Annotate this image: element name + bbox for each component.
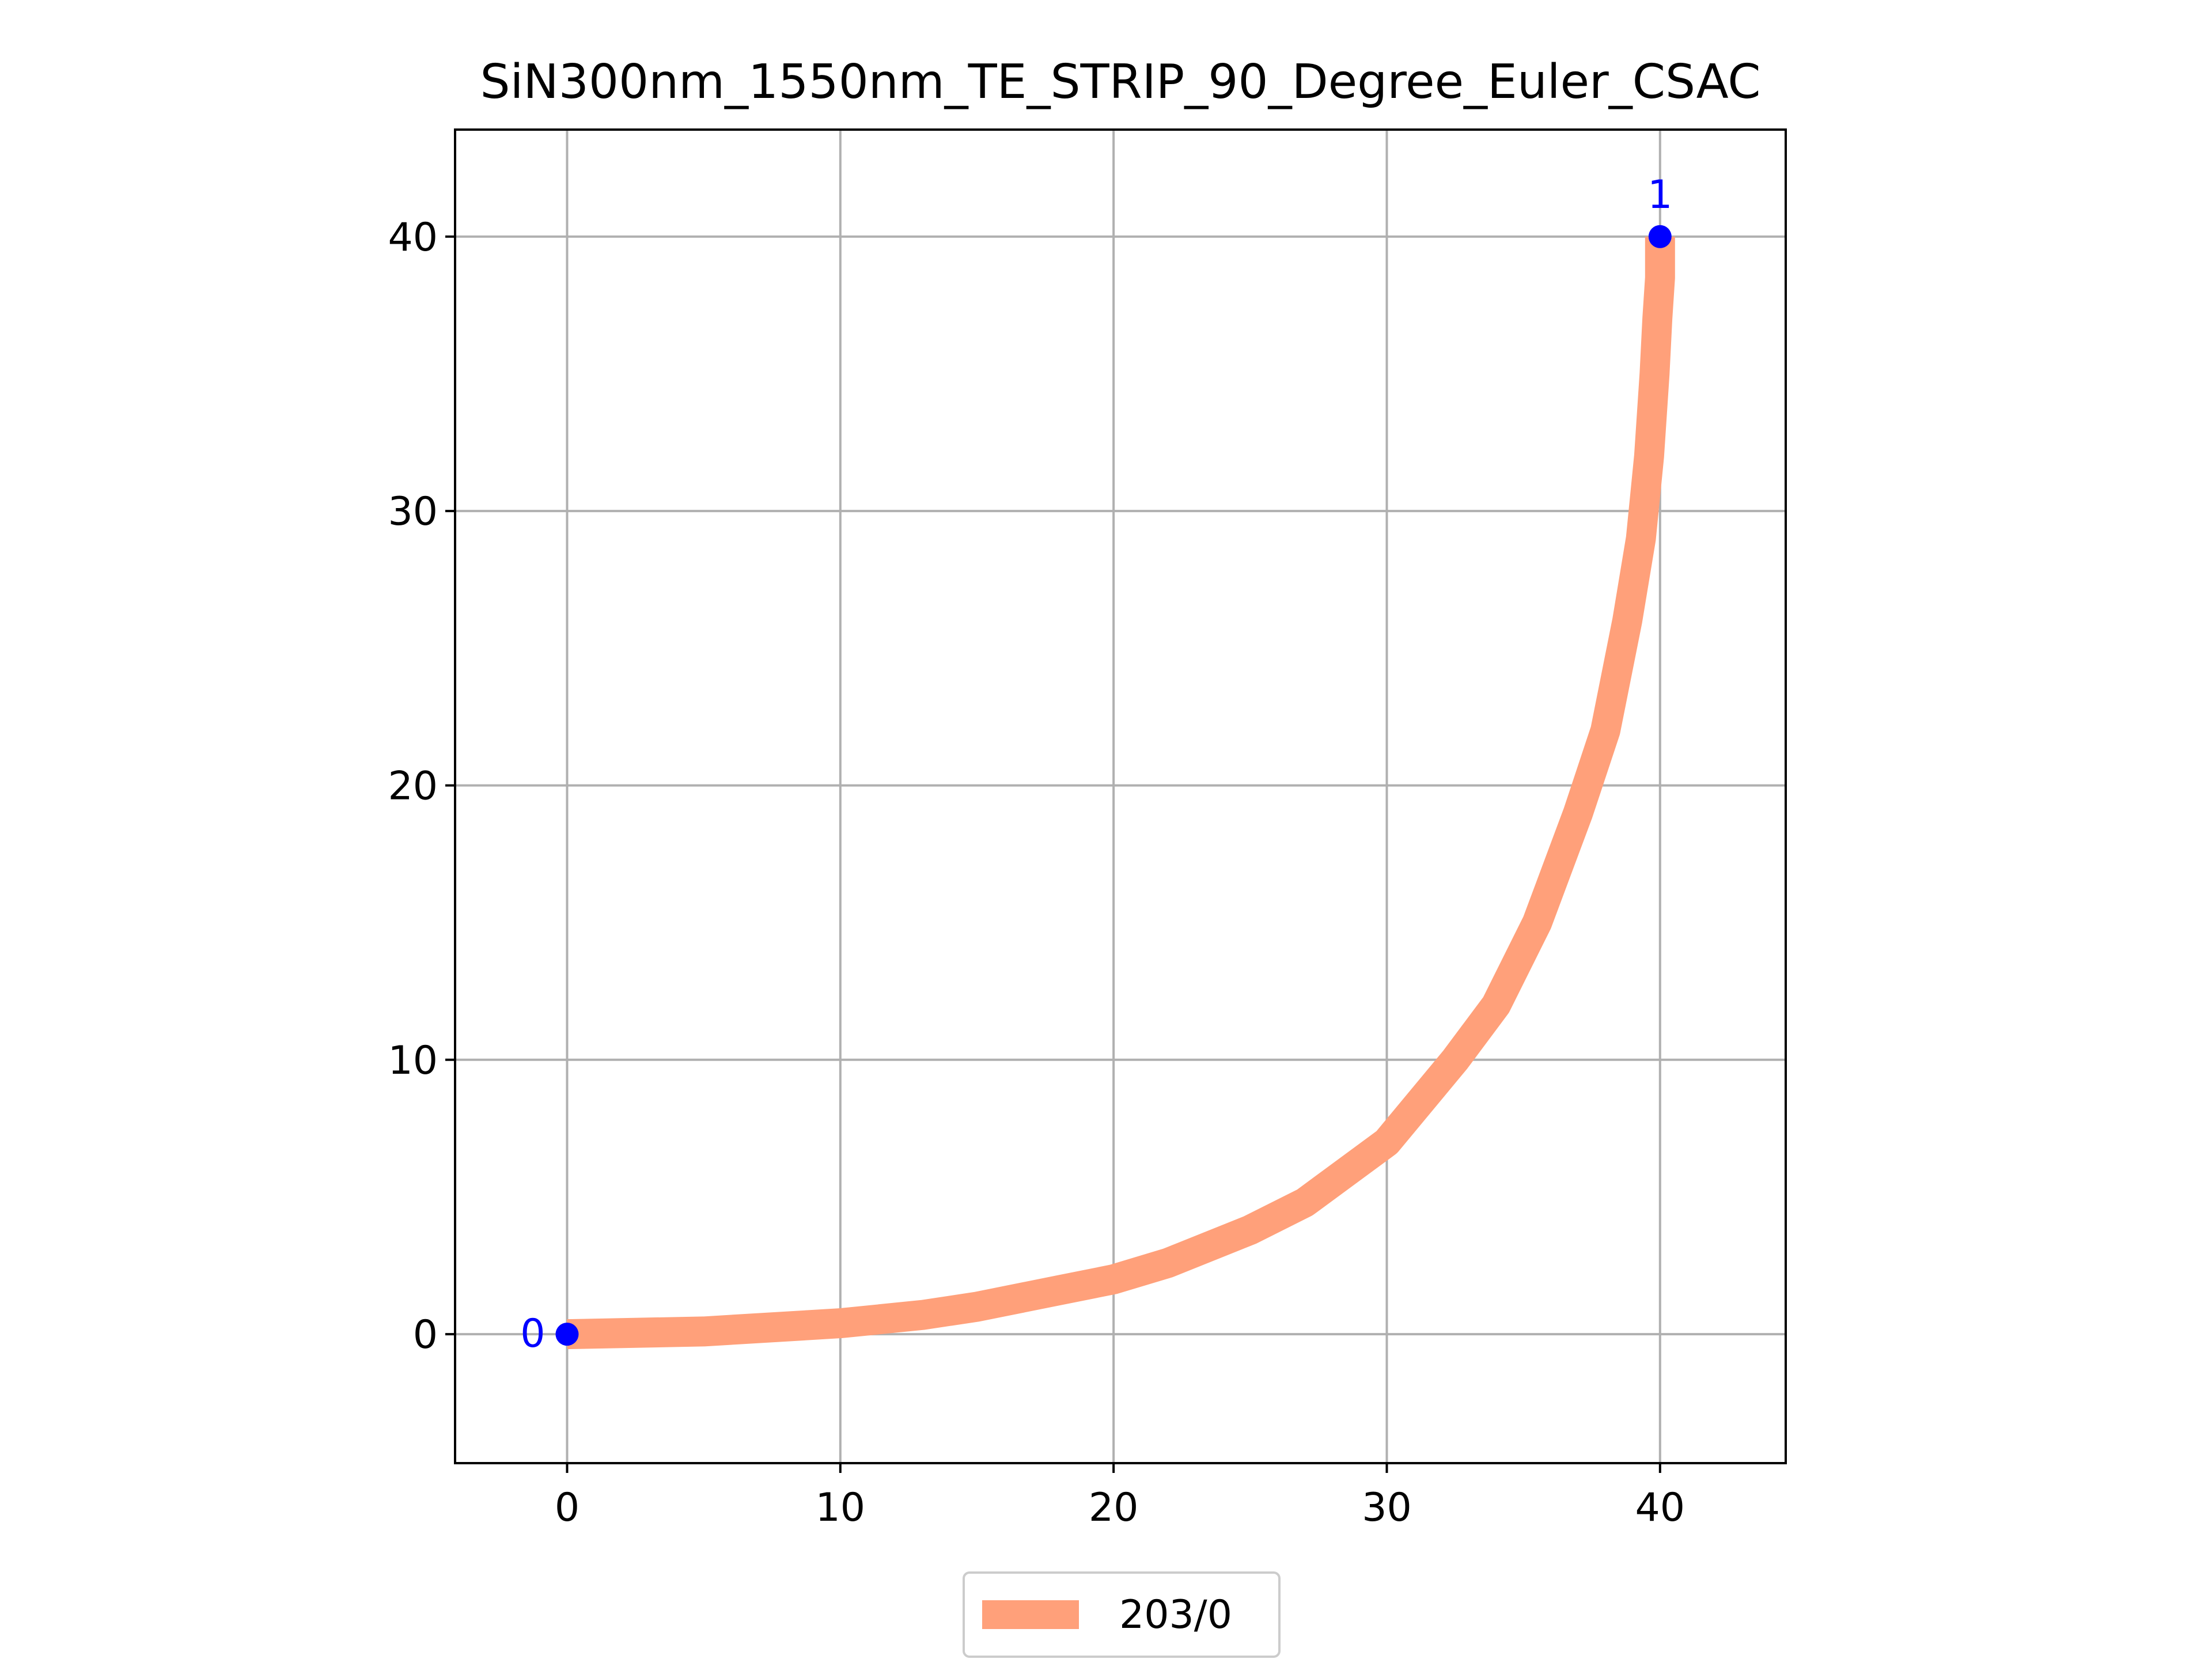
legend-swatch [982, 1600, 1079, 1629]
x-tick-label: 10 [816, 1485, 866, 1531]
x-tick-label: 0 [555, 1485, 579, 1531]
y-tick-label: 20 [388, 763, 438, 809]
x-tick-label: 20 [1089, 1485, 1139, 1531]
x-tick-label: 40 [1635, 1485, 1685, 1531]
chart-title: SiN300nm_1550nm_TE_STRIP_90_Degree_Euler… [480, 55, 1761, 109]
series-line-203-0 [566, 236, 1675, 1350]
port-marker [1648, 225, 1672, 248]
plot-area-frame [454, 128, 1787, 1464]
y-tick-label: 10 [388, 1038, 438, 1084]
axis-ticks: 0 10 20 30 40 0 10 20 30 40 [388, 215, 1685, 1531]
legend-frame [963, 1571, 1281, 1658]
legend-label: 203/0 [1119, 1592, 1232, 1638]
legend: 203/0 [963, 1571, 1281, 1658]
series-layer [566, 236, 1675, 1350]
x-tick-label: 30 [1362, 1485, 1412, 1531]
y-tick-label: 30 [388, 489, 438, 535]
port-marker [555, 1323, 579, 1346]
port-markers: 01 [520, 172, 1672, 1357]
port-label: 1 [1647, 172, 1672, 218]
port-label: 0 [520, 1311, 545, 1357]
y-tick-label: 0 [413, 1312, 438, 1358]
y-tick-label: 40 [388, 215, 438, 260]
